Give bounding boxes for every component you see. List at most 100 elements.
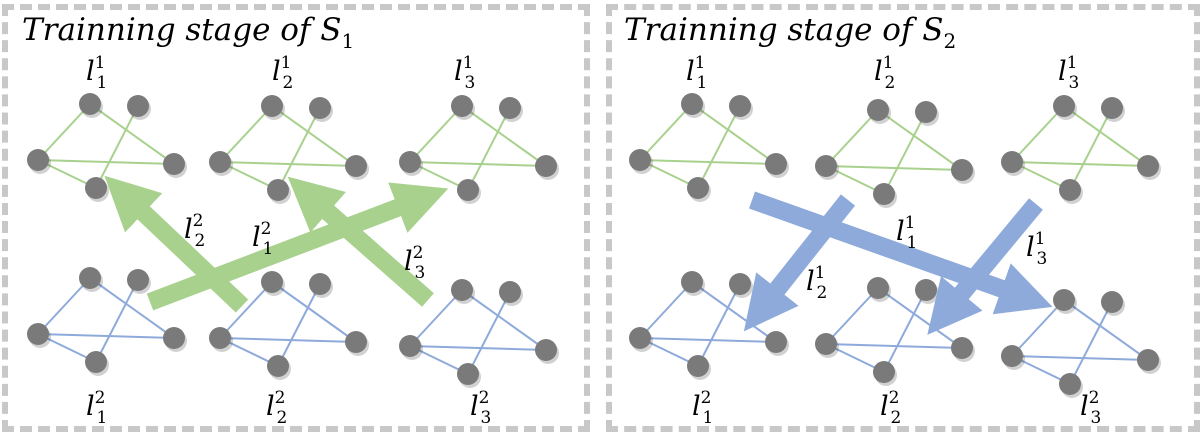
panel-left-top-graph-2-node: [209, 151, 231, 173]
panel-right-title-sub: 2: [944, 29, 957, 53]
panel-right-top-graph-1-edge: [639, 103, 693, 161]
panel-left-title: Trainning stage of S1: [22, 12, 354, 53]
panel-left-bottom-graph-2-edge: [219, 337, 357, 343]
panel-right-bottom-label-3: l2 3: [1080, 388, 1101, 428]
panel-right-bottom-graph-2-node: [873, 361, 895, 383]
panel-right-bottom-graph-1-node: [729, 273, 751, 295]
panel-left-bottom-graph-1-edge: [89, 277, 175, 339]
panel-right-arrow-1: [743, 194, 856, 332]
panel-right-top-graph-2-node: [815, 155, 837, 177]
panel-right-arrow-label-2: l1 1: [896, 213, 917, 253]
panel-right-bottom-graph-2-edge: [825, 343, 963, 349]
panel-left-bottom-graph-1-node: [85, 351, 107, 373]
panel-right-top-label-3: l1 3: [1058, 53, 1079, 93]
panel-left-top-graph-3-node: [451, 95, 473, 117]
panel-left-top-graph-2: [209, 95, 369, 204]
panel-right-bottom-label-2: l2 2: [880, 388, 901, 428]
panel-left-bottom-graph-2: [209, 271, 369, 380]
panel-left-bottom-graph-3-node: [451, 279, 473, 301]
panel-left-bottom-graph-2-node: [267, 355, 289, 377]
panel-left-bottom-graph-2-edge: [271, 281, 357, 343]
panel-left-title-sub: 1: [342, 29, 355, 53]
panel-left-bottom-graph-1: [27, 267, 187, 376]
panel-left-top-graph-1: [27, 93, 187, 202]
panel-left-bottom-graph-3-edge: [409, 289, 463, 347]
panel-left-arrow-3: [287, 176, 434, 307]
panel-left-bottom-label-1: l2 1: [86, 388, 107, 428]
panel-right-bottom-graph-3-node: [1137, 349, 1159, 371]
panel-left-bottom-graph-1-node: [79, 267, 101, 289]
panel-left-top-graph-3-node: [457, 179, 479, 201]
panel-right-bottom-graph-2-node: [951, 337, 973, 359]
panel-right-arrow-label-3: l1 3: [1026, 229, 1047, 269]
panel-right-top-graph-3-edge: [1069, 107, 1113, 191]
panel-right-top-graph-2-edge: [877, 109, 963, 171]
panel-left-top-graph-3-edge: [461, 105, 547, 167]
panel-left-arrow-label-2: l2 1: [252, 219, 273, 259]
panel-left-arrow-1: [104, 175, 249, 313]
panel-left-top-graph-1-node: [27, 149, 49, 171]
panel-left-bottom-graph-3-edge: [409, 345, 547, 351]
panel-right-bottom-graph-1-edge: [697, 283, 741, 367]
panel-right-title-main: Trainning stage of S: [624, 12, 944, 48]
arrows-layer: [104, 175, 1053, 335]
labels-layer: l1 1 l1 2 l1 3 l2 1 l2 2 l2 3 l2 2 l2 1 l2 3 l1 1 l1 2 l1 3 l2 1 l…: [86, 53, 1101, 428]
panel-right-arrow-label-1: l1 2: [806, 263, 827, 303]
panel-right-top-graph-2-node: [915, 101, 937, 123]
panel-right-bottom-graph-3-edge: [1069, 301, 1113, 385]
panel-right-top-graph-3: [1001, 95, 1161, 204]
panel-left-bottom-graph-3-edge: [461, 289, 547, 351]
panel-right-bottom-graph-3-node: [1101, 291, 1123, 313]
panel-right-top-graph-1-node: [765, 153, 787, 175]
panel-left-bottom-label-3: l2 3: [470, 388, 491, 428]
panel-right-top-graph-1-node: [729, 95, 751, 117]
panel-right-top-graph-1-node: [681, 93, 703, 115]
panel-left-top-graph-1-edge: [95, 105, 139, 189]
panel-left-bottom-graph-3-node: [399, 335, 421, 357]
panel-left-top-graph-2-edge: [219, 105, 273, 163]
panel-left-bottom-graph-1-edge: [37, 277, 91, 335]
panel-left-top-graph-3: [399, 95, 559, 204]
panel-right-title: Trainning stage of S2: [624, 12, 956, 53]
panel-right-bottom-graph-1-node: [765, 331, 787, 353]
panel-right-bottom-graph-3-edge: [1011, 355, 1149, 361]
panel-left-top-graph-1-node: [163, 153, 185, 175]
panel-left-top-graph-1-edge: [37, 159, 175, 165]
panel-left-bottom-graph-2-edge: [219, 281, 273, 339]
panel-left-top-graph-3-node: [499, 97, 521, 119]
panel-right-bottom-graph-1-edge: [639, 337, 777, 343]
panel-right-arrow-3: [927, 198, 1043, 335]
panel-right-top-graph-1: [629, 93, 789, 202]
panel-right-bottom-label-1: l2 1: [692, 388, 713, 428]
panel-left-bottom-graph-2-node: [209, 327, 231, 349]
panel-right-top-graph-3-node: [1001, 151, 1023, 173]
panel-right-top-graph-2-edge: [883, 111, 927, 195]
panel-left-top-graph-2-node: [309, 97, 331, 119]
panel-right-bottom-graph-2-node: [867, 277, 889, 299]
panel-left-bottom-graph-2-node: [345, 331, 367, 353]
panel-right-top-graph-3-node: [1053, 95, 1075, 117]
panel-right-top-label-1: l1 1: [686, 53, 707, 93]
panel-left-bottom-graph-1-node: [127, 269, 149, 291]
panel-left-bottom-graph-3-edge: [467, 291, 511, 375]
panel-right: [606, 4, 1200, 432]
panel-right-bottom-graph-1: [629, 271, 789, 380]
panel-left-bottom-graph-3: [399, 279, 559, 388]
panel-left-top-graph-3-edge: [409, 161, 547, 167]
panel-left-top-graph-2-node: [345, 155, 367, 177]
panel-right-top-graph-3-node: [1059, 179, 1081, 201]
panel-right-bottom-graph-2-node: [815, 333, 837, 355]
panel-right-top-graph-2-edge: [825, 165, 963, 171]
panel-right-top-graph-2-node: [867, 99, 889, 121]
panel-left-title-main: Trainning stage of S: [22, 12, 342, 48]
panel-left-bottom-graph-1-node: [163, 327, 185, 349]
panel-left-top-graph-3-node: [399, 151, 421, 173]
panel-left-top-label-1: l1 1: [86, 53, 107, 93]
panel-right-bottom-graph-2-edge: [883, 289, 927, 373]
panel-right-top-graph-3-node: [1101, 97, 1123, 119]
panel-right-top-graph-3-node: [1137, 155, 1159, 177]
panel-right-top-graph-1-edge: [697, 105, 741, 189]
panel-left-bottom-graph-2-edge: [277, 283, 321, 367]
panel-right-top-label-2: l1 2: [874, 53, 895, 93]
